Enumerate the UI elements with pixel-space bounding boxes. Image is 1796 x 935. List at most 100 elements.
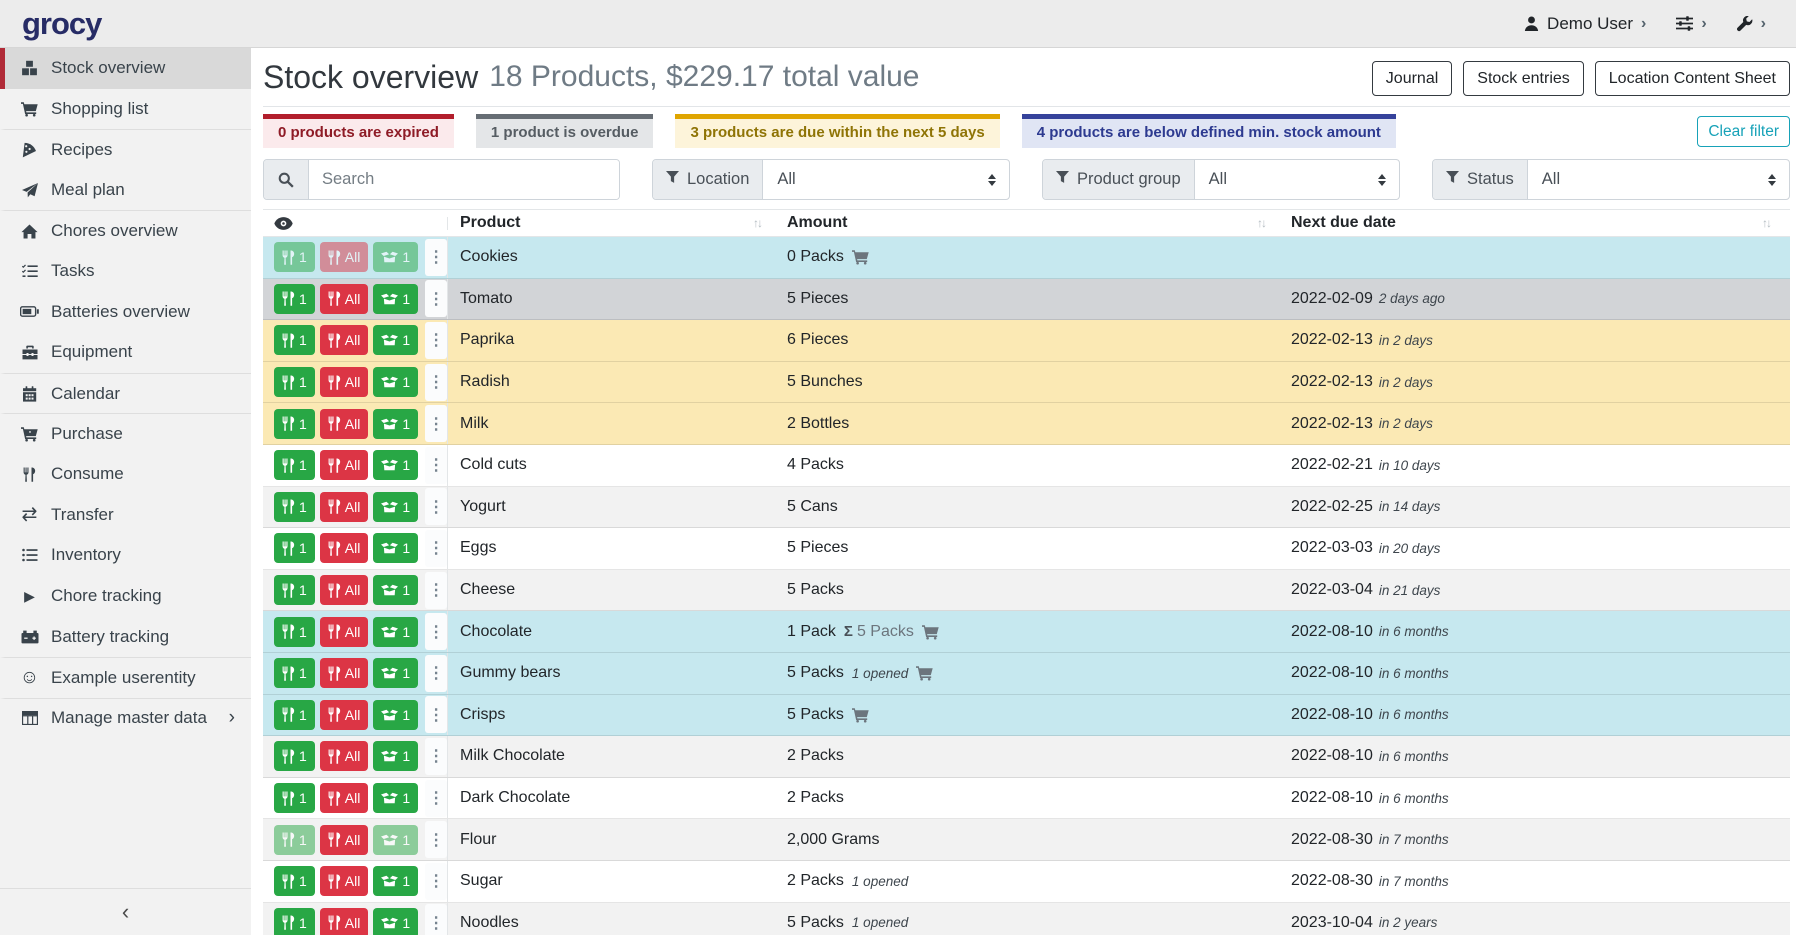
consume-all-button[interactable]: All bbox=[319, 450, 369, 481]
row-menu-button[interactable]: ⋮ bbox=[425, 238, 447, 276]
grocy-logo[interactable]: grocy bbox=[22, 5, 102, 41]
sidebar-item-tasks[interactable]: Tasks bbox=[0, 251, 251, 292]
open-one-button[interactable]: 1 bbox=[373, 533, 419, 564]
consume-one-button[interactable]: 1 bbox=[274, 616, 315, 647]
row-menu-button[interactable]: ⋮ bbox=[425, 613, 447, 651]
row-menu-button[interactable]: ⋮ bbox=[425, 904, 447, 935]
row-menu-button[interactable]: ⋮ bbox=[425, 737, 447, 775]
open-one-button[interactable]: 1 bbox=[373, 491, 419, 522]
row-menu-button[interactable]: ⋮ bbox=[425, 696, 447, 734]
consume-all-button[interactable]: All bbox=[319, 533, 369, 564]
row-menu-button[interactable]: ⋮ bbox=[425, 280, 447, 318]
status-select[interactable]: All bbox=[1528, 160, 1789, 199]
stock-entries-button[interactable]: Stock entries bbox=[1463, 61, 1584, 96]
sidebar-item-equipment[interactable]: Equipment bbox=[0, 332, 251, 373]
row-menu-button[interactable]: ⋮ bbox=[425, 488, 447, 526]
consume-one-button[interactable]: 1 bbox=[274, 450, 315, 481]
open-one-button[interactable]: 1 bbox=[373, 408, 419, 439]
journal-button[interactable]: Journal bbox=[1371, 61, 1453, 96]
row-menu-button[interactable]: ⋮ bbox=[425, 446, 447, 484]
sidebar-item-battery-tracking[interactable]: Battery tracking bbox=[0, 616, 251, 657]
consume-all-button[interactable]: All bbox=[319, 866, 369, 897]
consume-all-button[interactable]: All bbox=[319, 741, 369, 772]
status-pill-below-min[interactable]: 4 products are below defined min. stock … bbox=[1021, 114, 1396, 148]
admin-menu[interactable]: › bbox=[1736, 15, 1766, 33]
sidebar-item-batteries-overview[interactable]: Batteries overview bbox=[0, 292, 251, 333]
open-one-button[interactable]: 1 bbox=[373, 866, 419, 897]
consume-all-button[interactable]: All bbox=[319, 907, 369, 935]
consume-all-button[interactable]: All bbox=[319, 783, 369, 814]
consume-one-button[interactable]: 1 bbox=[274, 491, 315, 522]
open-one-button[interactable]: 1 bbox=[373, 824, 419, 855]
consume-all-button[interactable]: All bbox=[319, 491, 369, 522]
open-one-button[interactable]: 1 bbox=[373, 450, 419, 481]
consume-one-button[interactable]: 1 bbox=[274, 533, 315, 564]
open-one-button[interactable]: 1 bbox=[373, 325, 419, 356]
open-one-button[interactable]: 1 bbox=[373, 699, 419, 730]
consume-one-button[interactable]: 1 bbox=[274, 325, 315, 356]
status-pill-overdue[interactable]: 1 product is overdue bbox=[475, 114, 654, 148]
row-menu-button[interactable]: ⋮ bbox=[425, 862, 447, 900]
column-header-product[interactable]: Product ↑↓ bbox=[460, 214, 763, 231]
status-pill-expired[interactable]: 0 products are expired bbox=[263, 114, 454, 148]
search-input[interactable] bbox=[309, 160, 619, 199]
consume-all-button[interactable]: All bbox=[319, 616, 369, 647]
row-menu-button[interactable]: ⋮ bbox=[425, 571, 447, 609]
row-menu-button[interactable]: ⋮ bbox=[425, 821, 447, 859]
open-one-button[interactable]: 1 bbox=[373, 741, 419, 772]
consume-all-button[interactable]: All bbox=[319, 325, 369, 356]
sidebar-collapse-button[interactable]: ‹ bbox=[0, 888, 251, 935]
open-one-button[interactable]: 1 bbox=[373, 783, 419, 814]
consume-one-button[interactable]: 1 bbox=[274, 408, 315, 439]
settings-menu[interactable]: › bbox=[1676, 15, 1707, 33]
row-menu-button[interactable]: ⋮ bbox=[425, 321, 447, 359]
open-one-button[interactable]: 1 bbox=[373, 367, 419, 398]
consume-all-button[interactable]: All bbox=[319, 367, 369, 398]
consume-one-button[interactable]: 1 bbox=[274, 866, 315, 897]
open-one-button[interactable]: 1 bbox=[373, 283, 419, 314]
consume-one-button[interactable]: 1 bbox=[274, 283, 315, 314]
sidebar-item-meal-plan[interactable]: Meal plan bbox=[0, 170, 251, 211]
consume-one-button[interactable]: 1 bbox=[274, 242, 315, 273]
open-one-button[interactable]: 1 bbox=[373, 616, 419, 647]
location-select[interactable]: All bbox=[763, 160, 1009, 199]
sidebar-item-consume[interactable]: Consume bbox=[0, 454, 251, 495]
user-menu[interactable]: Demo User › bbox=[1524, 14, 1646, 34]
row-menu-button[interactable]: ⋮ bbox=[425, 363, 447, 401]
consume-all-button[interactable]: All bbox=[319, 658, 369, 689]
consume-all-button[interactable]: All bbox=[319, 699, 369, 730]
sidebar-item-manage-master-data[interactable]: Manage master data › bbox=[0, 697, 251, 739]
sidebar-item-shopping-list[interactable]: Shopping list bbox=[0, 89, 251, 130]
consume-all-button[interactable]: All bbox=[319, 575, 369, 606]
open-one-button[interactable]: 1 bbox=[373, 658, 419, 689]
open-one-button[interactable]: 1 bbox=[373, 242, 419, 273]
sidebar-item-calendar[interactable]: Calendar bbox=[0, 372, 251, 414]
sidebar-item-chore-tracking[interactable]: ▶ Chore tracking bbox=[0, 576, 251, 617]
row-menu-button[interactable]: ⋮ bbox=[425, 529, 447, 567]
consume-all-button[interactable]: All bbox=[319, 824, 369, 855]
open-one-button[interactable]: 1 bbox=[373, 907, 419, 935]
clear-filter-button[interactable]: Clear filter bbox=[1697, 116, 1790, 147]
consume-one-button[interactable]: 1 bbox=[274, 699, 315, 730]
column-header-next-due-date[interactable]: Next due date ↑↓ bbox=[1291, 214, 1772, 231]
sidebar-item-recipes[interactable]: Recipes bbox=[0, 129, 251, 170]
consume-all-button[interactable]: All bbox=[319, 408, 369, 439]
consume-one-button[interactable]: 1 bbox=[274, 824, 315, 855]
sidebar-item-transfer[interactable]: ⇄ Transfer bbox=[0, 495, 251, 536]
sidebar-item-purchase[interactable]: Purchase bbox=[0, 413, 251, 454]
consume-one-button[interactable]: 1 bbox=[274, 575, 315, 606]
status-pill-due-soon[interactable]: 3 products are due within the next 5 day… bbox=[675, 114, 1000, 148]
row-menu-button[interactable]: ⋮ bbox=[425, 779, 447, 817]
consume-one-button[interactable]: 1 bbox=[274, 783, 315, 814]
sidebar-item-example-userentity[interactable]: ☺ Example userentity bbox=[0, 656, 251, 698]
row-menu-button[interactable]: ⋮ bbox=[425, 654, 447, 692]
consume-all-button[interactable]: All bbox=[319, 283, 369, 314]
consume-one-button[interactable]: 1 bbox=[274, 741, 315, 772]
column-header-amount[interactable]: Amount ↑↓ bbox=[787, 214, 1267, 231]
sidebar-item-chores-overview[interactable]: Chores overview bbox=[0, 210, 251, 251]
sidebar-item-inventory[interactable]: Inventory bbox=[0, 535, 251, 576]
sidebar-item-stock-overview[interactable]: Stock overview bbox=[0, 48, 251, 89]
product-group-select[interactable]: All bbox=[1195, 160, 1399, 199]
consume-one-button[interactable]: 1 bbox=[274, 907, 315, 935]
consume-one-button[interactable]: 1 bbox=[274, 367, 315, 398]
